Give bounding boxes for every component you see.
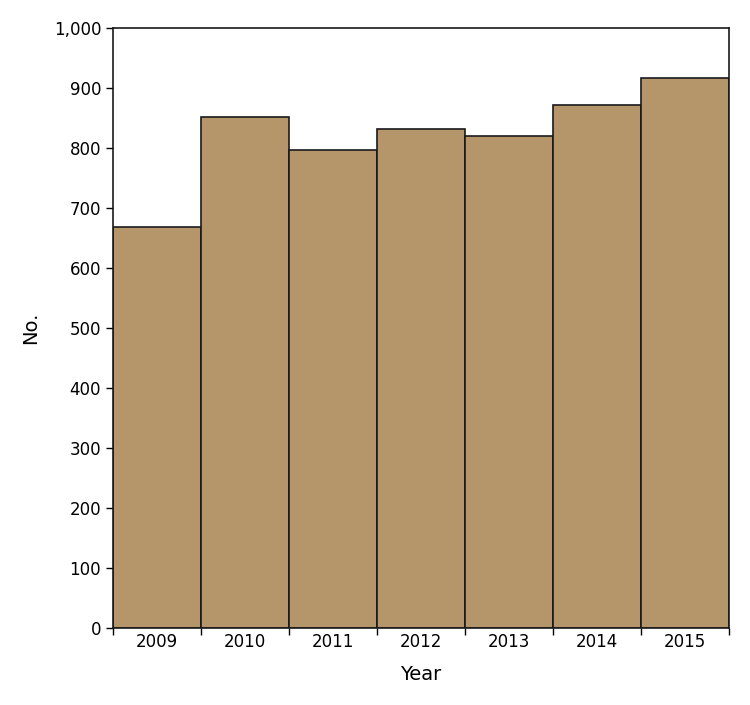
Bar: [201, 117, 289, 628]
Bar: [113, 227, 201, 628]
Bar: [641, 78, 729, 628]
Bar: [289, 150, 377, 628]
Bar: [554, 105, 641, 628]
Bar: [377, 129, 465, 628]
X-axis label: Year: Year: [400, 665, 442, 684]
Bar: [465, 136, 554, 628]
Y-axis label: No.: No.: [21, 312, 40, 344]
